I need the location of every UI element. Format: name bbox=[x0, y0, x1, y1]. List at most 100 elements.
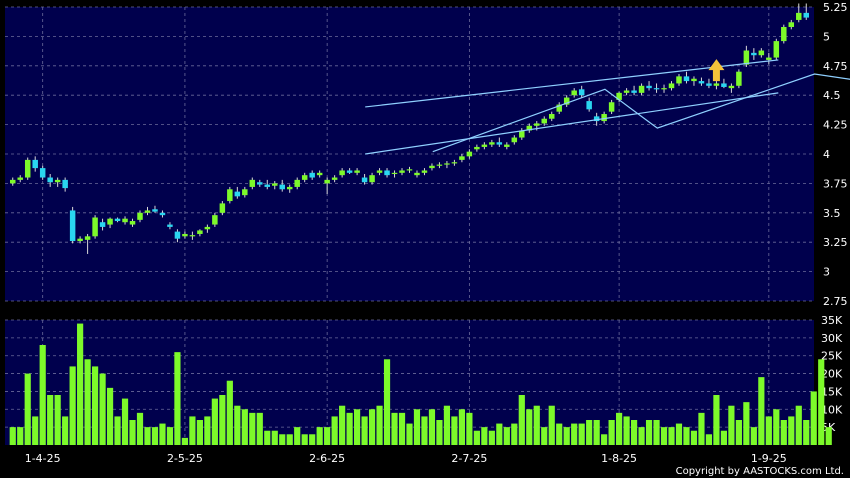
candle-body bbox=[436, 164, 443, 166]
volume-bar bbox=[264, 430, 271, 445]
volume-bar bbox=[294, 427, 301, 445]
candle-body bbox=[159, 212, 166, 216]
volume-bar bbox=[795, 405, 802, 445]
volume-bar bbox=[151, 427, 159, 445]
price-tick-label: 3.25 bbox=[823, 236, 848, 249]
volume-bar bbox=[91, 366, 99, 445]
volume-bar bbox=[144, 427, 151, 445]
volume-tick-label: 35K bbox=[821, 314, 843, 327]
candle-body bbox=[294, 179, 300, 187]
candle-body bbox=[249, 179, 256, 187]
volume-bar bbox=[376, 405, 383, 445]
volume-bar bbox=[578, 423, 585, 445]
candle-body bbox=[316, 172, 323, 176]
candle-body bbox=[519, 130, 525, 138]
volume-bar bbox=[84, 359, 91, 445]
volume-bar bbox=[571, 423, 578, 445]
volume-bar bbox=[503, 427, 510, 445]
candle-body bbox=[668, 83, 675, 89]
price-tick-label: 3.75 bbox=[823, 177, 848, 190]
candle-body bbox=[526, 125, 533, 131]
volume-tick-label: 30K bbox=[821, 332, 843, 345]
price-tick-label: 4.25 bbox=[823, 119, 848, 132]
date-tick-label: 1-8-25 bbox=[601, 452, 637, 465]
candle-body bbox=[623, 90, 630, 93]
volume-bar bbox=[660, 427, 668, 445]
candle-body bbox=[474, 146, 480, 150]
volume-bar bbox=[398, 412, 406, 445]
candle-body bbox=[144, 210, 151, 213]
candle-body bbox=[309, 172, 315, 178]
candle-body bbox=[646, 85, 652, 89]
price-tick-label: 3 bbox=[823, 266, 830, 279]
volume-bar bbox=[526, 409, 533, 445]
volume-bar bbox=[758, 377, 765, 445]
volume-bar bbox=[32, 416, 39, 445]
candle-body bbox=[212, 215, 218, 225]
volume-bar bbox=[62, 416, 69, 445]
candle-body bbox=[631, 90, 637, 93]
price-tick-label: 5 bbox=[823, 30, 830, 43]
volume-bar bbox=[735, 420, 742, 445]
volume-bar bbox=[331, 416, 338, 445]
volume-bar bbox=[339, 405, 346, 445]
volume-bar bbox=[548, 405, 555, 445]
candle-body bbox=[77, 238, 83, 242]
volume-tick-label: 20K bbox=[821, 368, 843, 381]
price-grid bbox=[5, 6, 814, 302]
candle-body bbox=[62, 179, 68, 189]
volume-bar bbox=[368, 409, 376, 445]
candle-body bbox=[608, 102, 615, 112]
candle-body bbox=[781, 26, 787, 42]
volume-bar bbox=[765, 416, 772, 445]
volume-bar bbox=[466, 412, 473, 445]
volume-bars bbox=[9, 323, 832, 445]
candle-body bbox=[24, 159, 31, 178]
volume-bar bbox=[211, 398, 218, 445]
volume-bar bbox=[698, 412, 705, 445]
volume-bar bbox=[181, 437, 189, 445]
volume-bar bbox=[705, 434, 713, 445]
candle-body bbox=[189, 235, 196, 237]
candle-body bbox=[152, 209, 158, 212]
candle-body bbox=[728, 85, 735, 89]
volume-bar bbox=[773, 409, 780, 445]
candle-body bbox=[511, 137, 518, 143]
date-tick-label: 1-4-25 bbox=[25, 452, 61, 465]
volume-bar bbox=[458, 409, 465, 445]
volume-bar bbox=[406, 423, 413, 445]
volume-bar bbox=[226, 380, 233, 445]
candle-body bbox=[638, 85, 645, 93]
candle-body bbox=[736, 71, 742, 86]
candlesticks bbox=[10, 3, 809, 254]
candle-body bbox=[122, 218, 128, 223]
volume-bar bbox=[99, 373, 106, 445]
volume-bar bbox=[69, 366, 76, 445]
volume-bar bbox=[234, 405, 241, 445]
candle-body bbox=[451, 162, 458, 164]
candle-body bbox=[698, 81, 705, 84]
date-axis-ticks: 1-4-25 2-5-25 2-6-25 2-7-25 1-8-25 1-9-25 bbox=[25, 452, 787, 465]
candle-body bbox=[39, 168, 46, 178]
volume-bar bbox=[391, 412, 398, 445]
candle-body bbox=[107, 218, 113, 225]
candle-body bbox=[204, 226, 211, 230]
candle-body bbox=[84, 236, 91, 240]
candle-body bbox=[661, 88, 667, 90]
candle-body bbox=[346, 170, 353, 173]
candle-body bbox=[571, 90, 577, 96]
volume-bar bbox=[608, 420, 615, 445]
volume-tick-label: 10K bbox=[821, 403, 843, 416]
volume-bar bbox=[496, 423, 503, 445]
candle-body bbox=[301, 175, 308, 180]
date-tick-label: 2-5-25 bbox=[167, 452, 203, 465]
volume-bar bbox=[563, 427, 570, 445]
candle-body bbox=[653, 88, 660, 90]
price-tick-label: 3.5 bbox=[823, 207, 841, 220]
candle-body bbox=[17, 177, 23, 180]
upper-channel-line bbox=[365, 59, 779, 108]
volume-bar bbox=[354, 409, 361, 445]
volume-bar bbox=[675, 423, 683, 445]
price-tick-label: 4 bbox=[823, 148, 830, 161]
